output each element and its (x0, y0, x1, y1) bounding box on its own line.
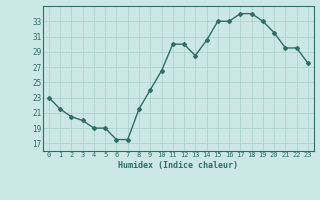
X-axis label: Humidex (Indice chaleur): Humidex (Indice chaleur) (118, 161, 238, 170)
